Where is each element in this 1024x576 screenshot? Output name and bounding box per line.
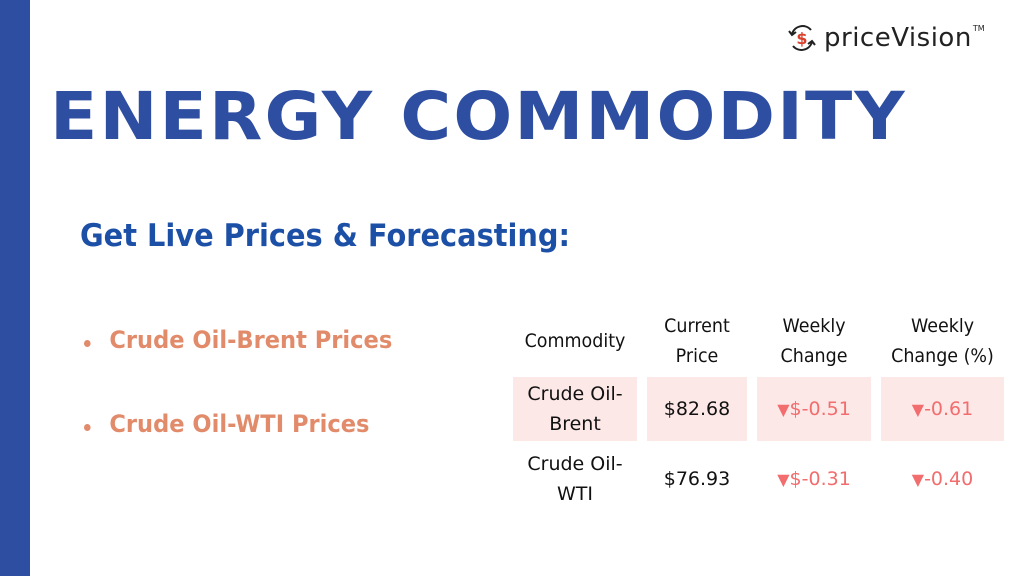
- change-cell: ▼$-0.31: [777, 467, 851, 490]
- brand-name: priceVision: [824, 23, 972, 53]
- table-row: Crude Oil-WTI $76.93 ▼$-0.31 ▼-0.40: [513, 447, 1004, 511]
- bullet-icon: [84, 340, 91, 347]
- down-arrow-icon: ▼: [777, 399, 790, 419]
- table-row: Crude Oil-Brent $82.68 ▼$-0.51 ▼-0.61: [513, 377, 1004, 441]
- change-pct-cell: ▼-0.61: [881, 377, 1004, 441]
- change-cell: ▼$-0.51: [757, 377, 871, 441]
- down-arrow-icon: ▼: [777, 469, 790, 489]
- change-pct-cell: ▼-0.40: [911, 467, 974, 490]
- page-title: ENERGY COMMODITY: [50, 78, 907, 155]
- pricevision-logo[interactable]: $ priceVision TM: [784, 20, 985, 56]
- header-commodity: Commodity: [524, 330, 626, 352]
- page-subtitle: Get Live Prices & Forecasting:: [80, 218, 571, 254]
- dollar-cycle-icon: $: [788, 25, 816, 51]
- list-item-label: Crude Oil-WTI Prices: [109, 410, 370, 438]
- left-accent-bar: [0, 0, 30, 576]
- table-header-row: Commodity Current Price Weekly Change We…: [513, 311, 1004, 371]
- down-arrow-icon: ▼: [911, 399, 925, 419]
- header-weekly-change: Weekly Change: [780, 315, 848, 367]
- svg-text:$: $: [796, 29, 807, 48]
- price-table: Commodity Current Price Weekly Change We…: [503, 305, 1014, 517]
- trademark: TM: [972, 24, 985, 33]
- list-item[interactable]: Crude Oil-WTI Prices: [84, 410, 392, 494]
- down-arrow-icon: ▼: [911, 469, 925, 489]
- header-current-price: Current Price: [664, 315, 730, 367]
- price-cell: $76.93: [663, 468, 731, 490]
- list-item-label: Crude Oil-Brent Prices: [109, 326, 393, 354]
- price-cell: $82.68: [647, 377, 747, 441]
- header-weekly-change-pct: Weekly Change (%): [891, 315, 994, 367]
- commodity-cell: Crude Oil-Brent: [513, 377, 637, 441]
- bullet-icon: [84, 424, 91, 431]
- commodity-cell: Crude Oil-WTI: [527, 453, 623, 505]
- commodity-list: Crude Oil-Brent Prices Crude Oil-WTI Pri…: [84, 326, 412, 494]
- list-item[interactable]: Crude Oil-Brent Prices: [84, 326, 392, 410]
